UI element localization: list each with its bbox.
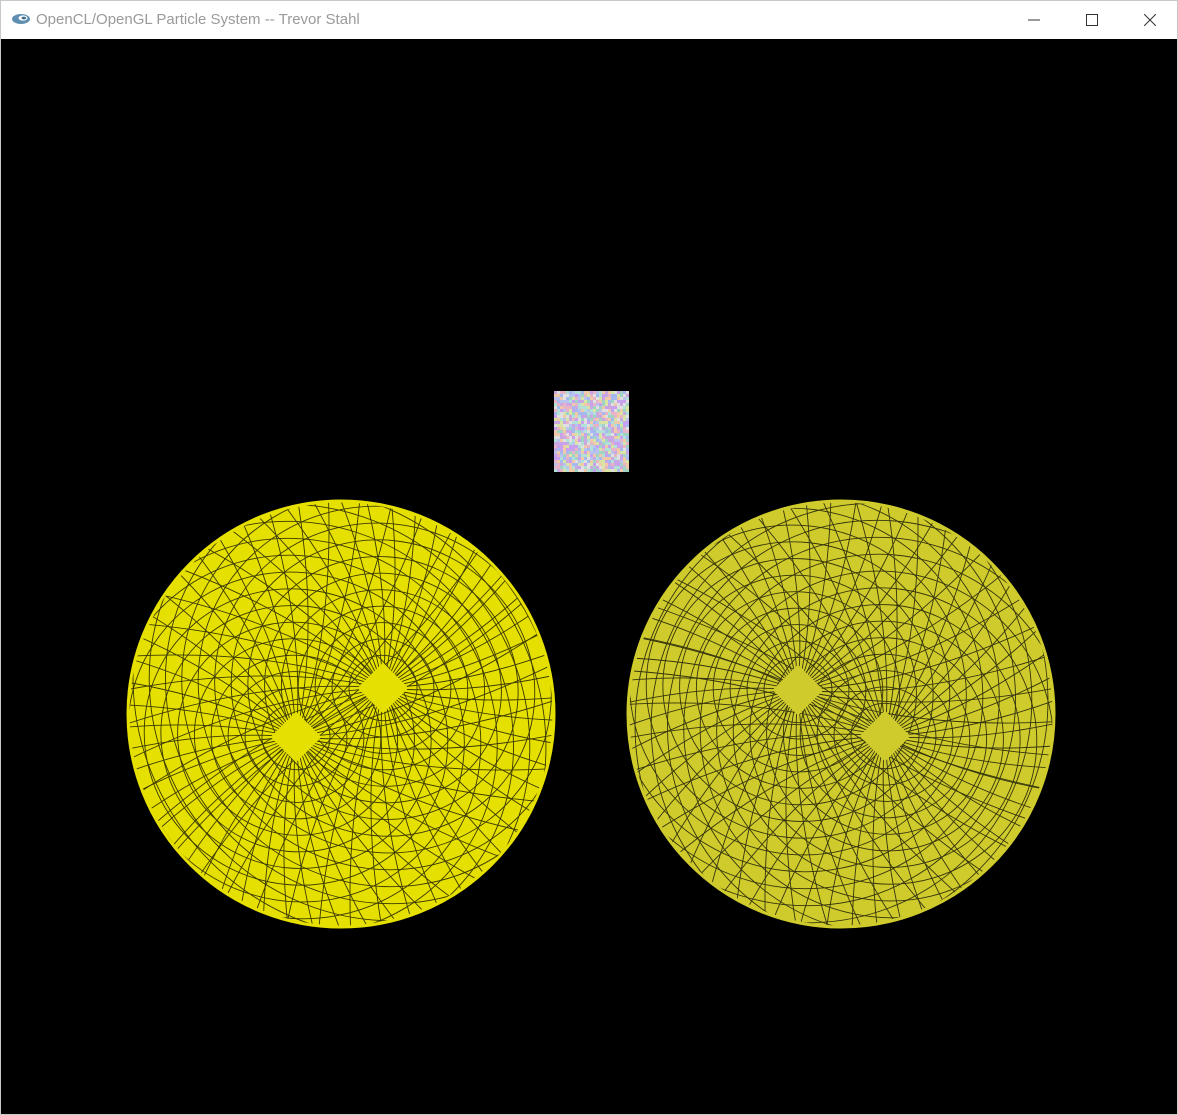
particle-cube — [554, 391, 629, 472]
window-title: OpenCL/OpenGL Particle System -- Trevor … — [36, 11, 360, 28]
close-icon — [1144, 14, 1156, 26]
close-button[interactable] — [1121, 1, 1178, 39]
opengl-app-icon — [12, 14, 30, 24]
minimize-button[interactable] — [1005, 1, 1063, 39]
opengl-viewport[interactable] — [1, 39, 1177, 1114]
minimize-icon — [1028, 19, 1040, 21]
scene-canvas — [126, 391, 1056, 929]
maximize-icon — [1086, 14, 1098, 26]
maximize-button[interactable] — [1063, 1, 1121, 39]
title-bar[interactable]: OpenCL/OpenGL Particle System -- Trevor … — [1, 1, 1177, 39]
